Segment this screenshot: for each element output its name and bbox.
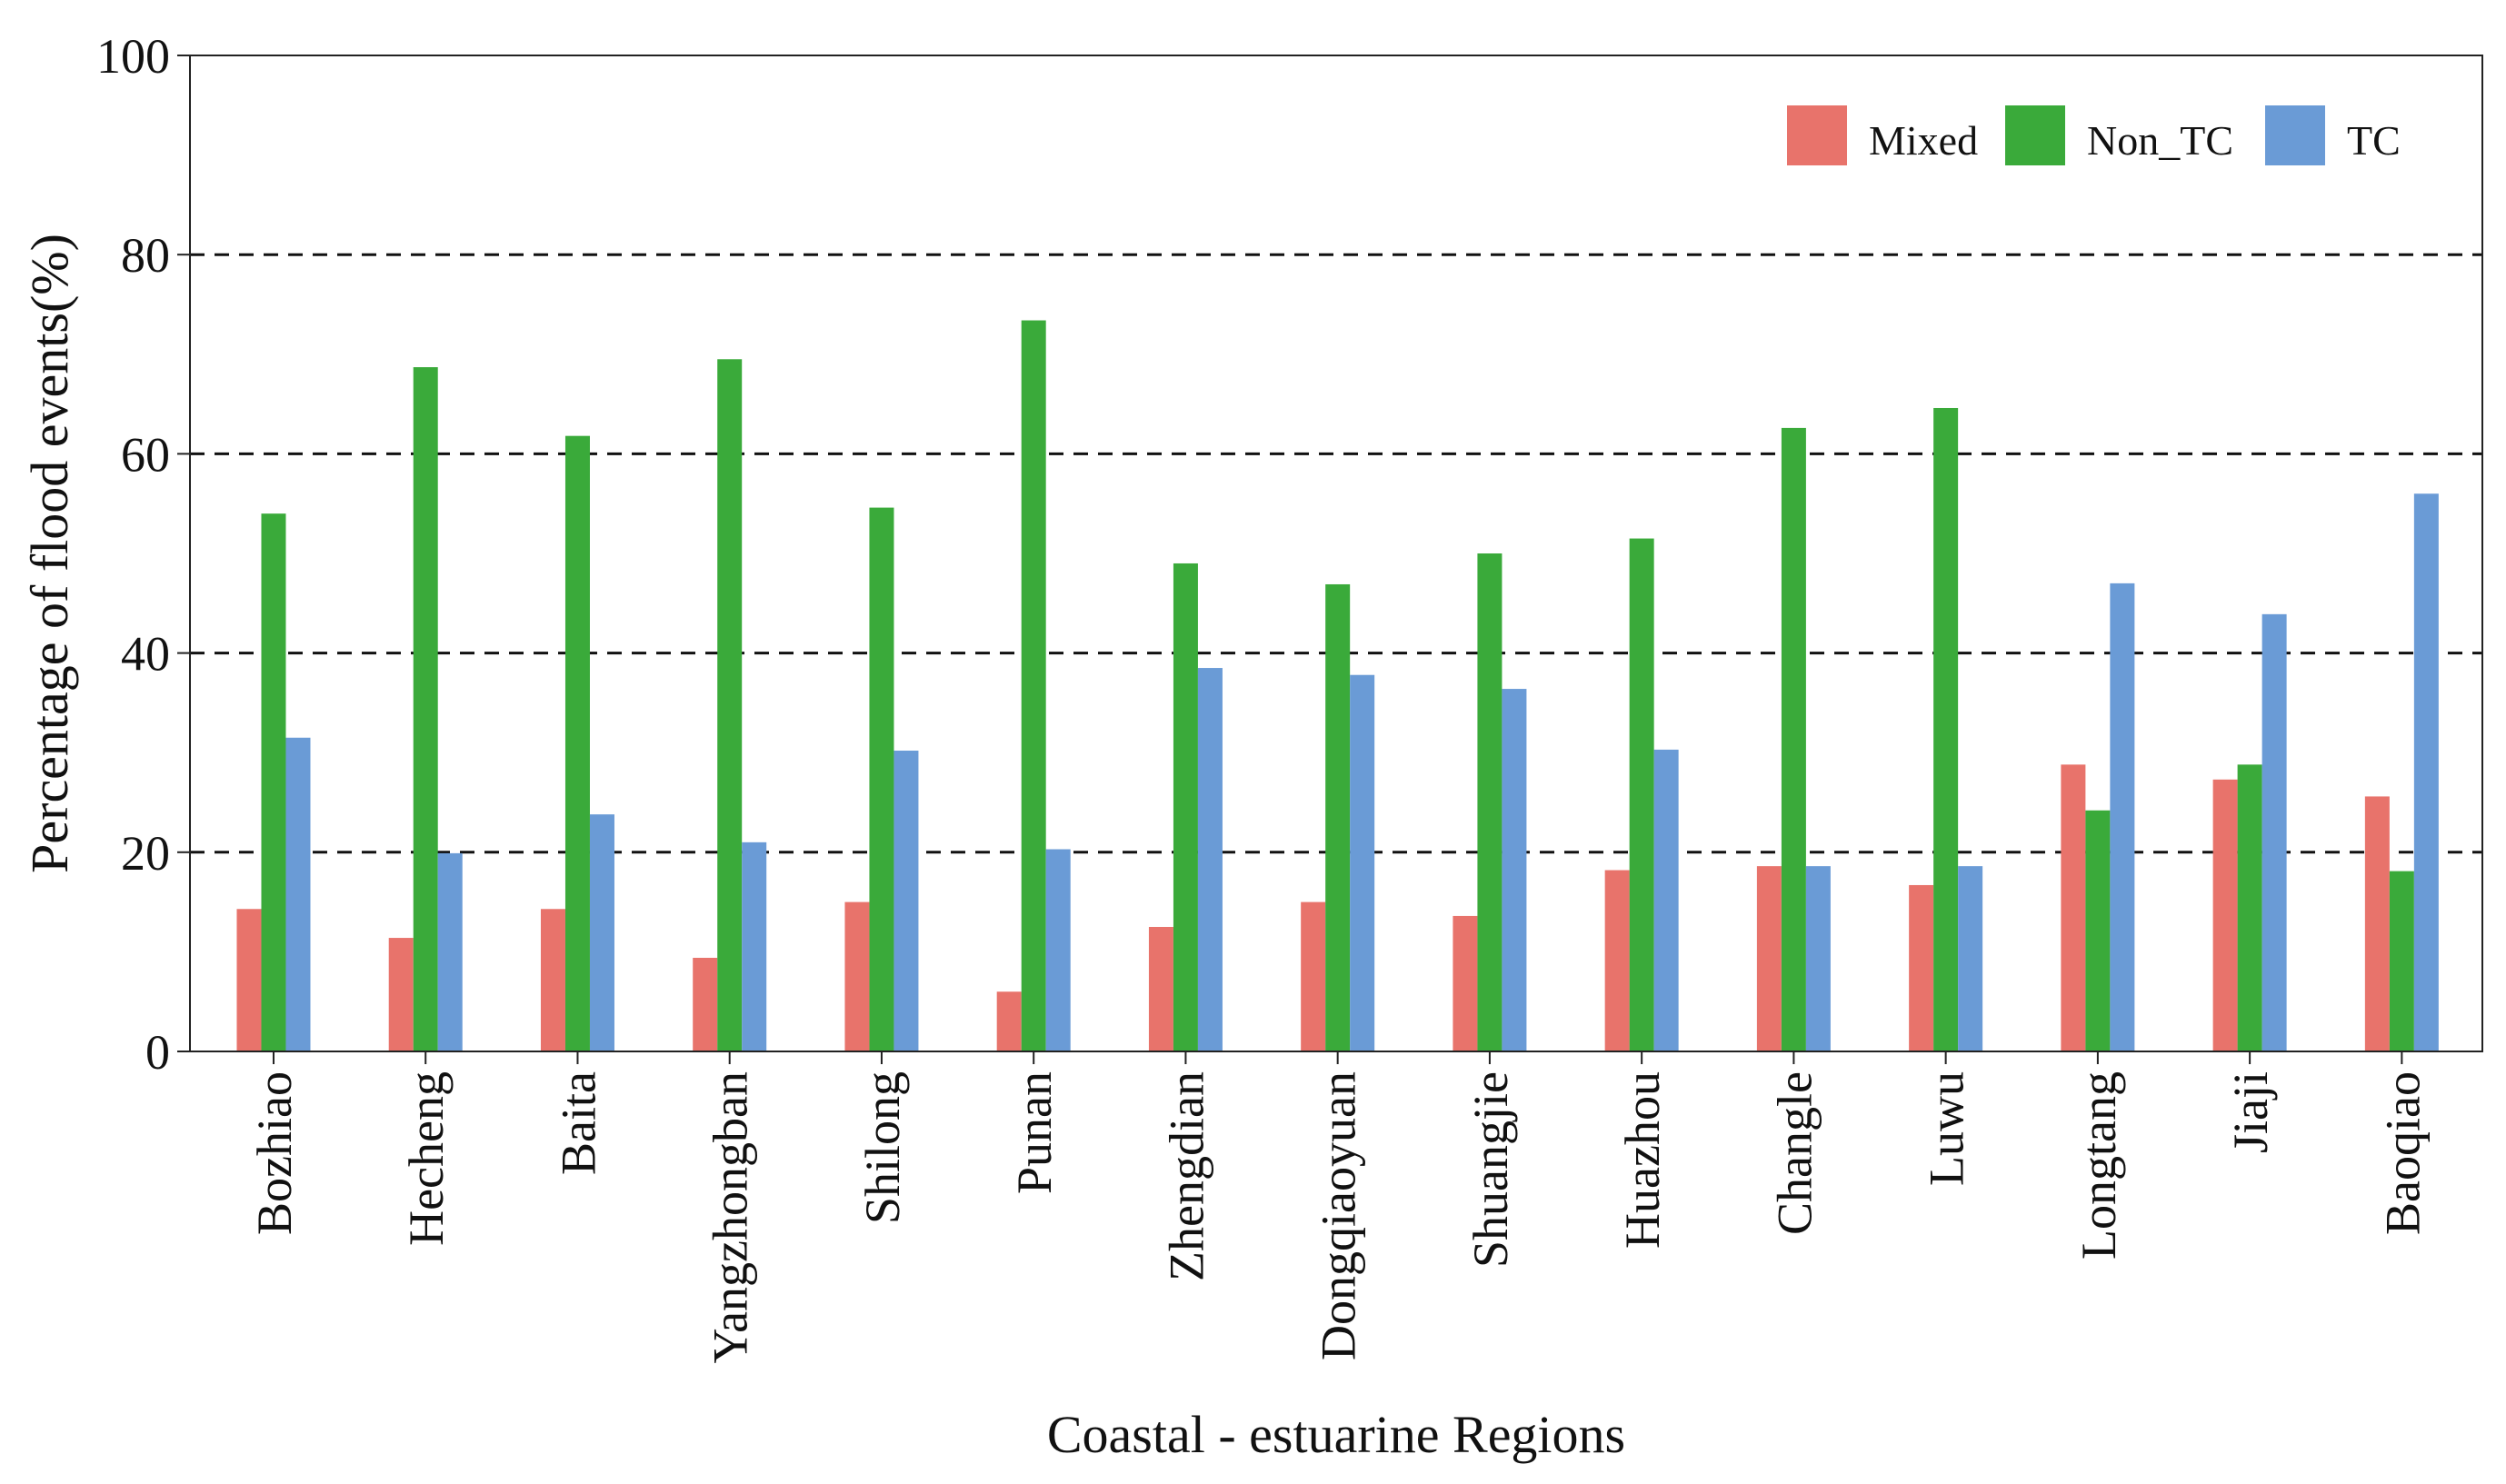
bar-non-tc-jiaji: [2237, 764, 2262, 1051]
bar-tc-bozhiao: [285, 737, 311, 1051]
bar-non-tc-dongqiaoyuan: [1325, 583, 1351, 1051]
bar-tc-huazhou: [1653, 749, 1679, 1051]
y-tick-label-60: 60: [121, 427, 170, 482]
bar-tc-hecheng: [437, 852, 463, 1051]
bar-tc-longtang: [2110, 583, 2135, 1051]
bar-non-tc-bozhiao: [261, 513, 286, 1051]
bar-non-tc-changle: [1781, 427, 1806, 1051]
bar-tc-dongqiaoyuan: [1350, 674, 1375, 1051]
legend-swatch-mixed: [1787, 105, 1847, 165]
y-tick-label-40: 40: [121, 627, 170, 682]
bar-tc-luwu: [1958, 866, 1983, 1051]
bar-mixed-jiaji: [2212, 779, 2238, 1051]
x-tick-label-bozhiao: Bozhiao: [247, 1071, 302, 1235]
bar-mixed-hecheng: [388, 938, 414, 1051]
x-tick-label-changle: Changle: [1767, 1071, 1822, 1235]
legend-label-non-tc: Non_TC: [2087, 117, 2233, 164]
bar-mixed-shilong: [844, 901, 870, 1051]
bar-mixed-zhengdian: [1148, 927, 1173, 1051]
bar-non-tc-baoqiao: [2389, 871, 2414, 1051]
x-tick-label-zhengdian: Zhengdian: [1159, 1071, 1213, 1281]
x-tick-label-yangzhongban: Yangzhongban: [704, 1071, 758, 1364]
y-tick-label-80: 80: [121, 228, 170, 283]
bar-tc-jiaji: [2261, 613, 2287, 1051]
bar-mixed-dongqiaoyuan: [1301, 901, 1326, 1051]
x-axis: Bozhiao Hecheng Baita Yangzhongban Shilong Pu…: [247, 1051, 2430, 1364]
legend-label-mixed: Mixed: [1869, 117, 1978, 164]
bar-non-tc-yangzhongban: [717, 359, 743, 1051]
x-axis-label: Coastal - estuarine Regions: [1047, 1405, 1625, 1464]
y-tick-label-0: 0: [145, 1025, 170, 1080]
bar-non-tc-huazhou: [1629, 538, 1654, 1051]
x-tick-label-luwu: Luwu: [1920, 1071, 1974, 1186]
bar-mixed-bozhiao: [236, 909, 262, 1051]
x-tick-label-baita: Baita: [551, 1071, 605, 1175]
bar-mixed-shuangjie: [1453, 915, 1478, 1051]
legend-swatch-tc: [2265, 105, 2325, 165]
bar-non-tc-hecheng: [413, 367, 438, 1052]
x-tick-label-hecheng: Hecheng: [399, 1071, 454, 1246]
x-tick-label-jiaji: Jiaji: [2223, 1071, 2278, 1153]
bars: [236, 320, 2439, 1052]
x-tick-label-punan: Punan: [1007, 1071, 1062, 1194]
bar-tc-baita: [589, 814, 614, 1051]
bar-mixed-punan: [996, 991, 1022, 1051]
x-tick-label-longtang: Longtang: [2072, 1071, 2126, 1260]
y-tick-label-20: 20: [121, 826, 170, 881]
bar-mixed-baoqiao: [2364, 796, 2390, 1051]
bar-non-tc-shilong: [869, 507, 894, 1051]
legend: Mixed Non_TC TC: [1787, 105, 2401, 165]
bar-tc-changle: [1805, 866, 1831, 1051]
bar-tc-shuangjie: [1502, 689, 1527, 1051]
bar-non-tc-longtang: [2085, 810, 2111, 1051]
bar-non-tc-shuangjie: [1477, 553, 1503, 1051]
x-tick-label-dongqiaoyuan: Dongqiaoyuan: [1312, 1071, 1366, 1360]
bar-non-tc-punan: [1021, 320, 1046, 1051]
bar-tc-baoqiao: [2413, 493, 2439, 1051]
y-axis: 0 20 40 60 80 100: [96, 29, 190, 1080]
bar-mixed-changle: [1756, 866, 1782, 1051]
bar-tc-yangzhongban: [742, 842, 767, 1051]
x-tick-label-shilong: Shilong: [855, 1071, 910, 1224]
bar-mixed-baita: [540, 909, 565, 1051]
x-tick-label-huazhou: Huazhou: [1615, 1071, 1670, 1249]
bar-mixed-longtang: [2061, 764, 2086, 1051]
bar-tc-punan: [1045, 849, 1071, 1051]
bar-mixed-huazhou: [1604, 870, 1630, 1051]
bar-mixed-luwu: [1909, 884, 1934, 1051]
bar-non-tc-luwu: [1933, 407, 1959, 1051]
x-tick-label-shuangjie: Shuangjie: [1463, 1071, 1518, 1268]
bar-mixed-yangzhongban: [693, 957, 718, 1051]
x-tick-label-baoqiao: Baoqiao: [2375, 1071, 2430, 1235]
bar-non-tc-zhengdian: [1173, 563, 1198, 1051]
bar-non-tc-baita: [564, 435, 590, 1051]
legend-label-tc: TC: [2347, 117, 2401, 164]
legend-swatch-non-tc: [2005, 105, 2065, 165]
bar-tc-zhengdian: [1197, 668, 1223, 1051]
bar-tc-shilong: [894, 751, 919, 1051]
y-tick-label-100: 100: [96, 29, 170, 84]
plot-frame: [189, 55, 2483, 1052]
y-axis-label: Percentage of flood events(%): [20, 234, 79, 873]
